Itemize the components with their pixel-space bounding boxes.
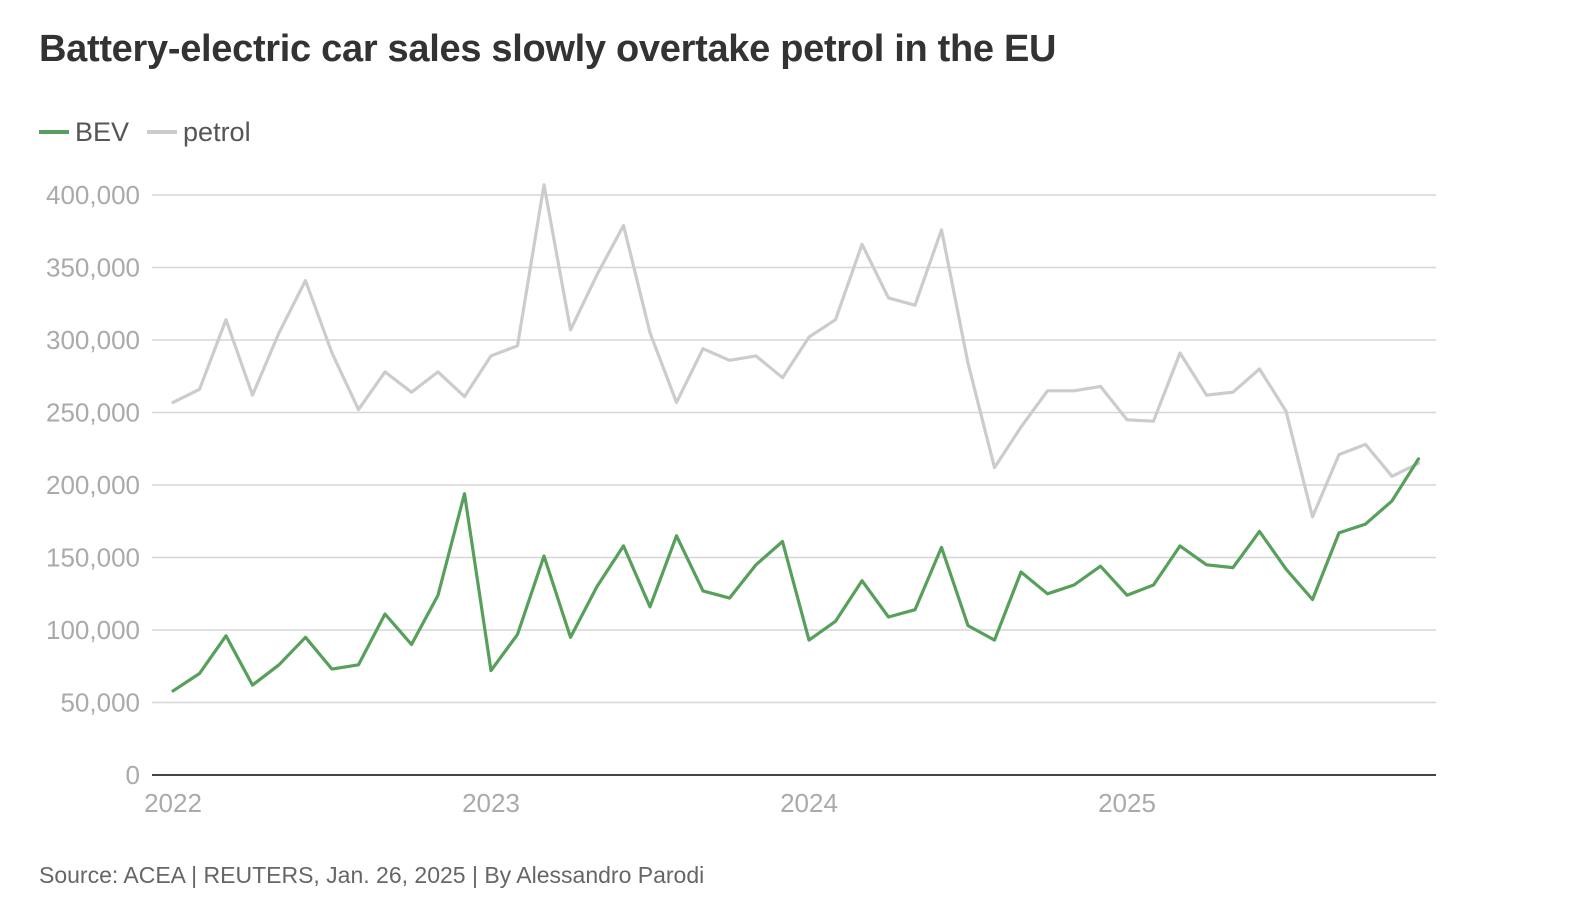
x-axis-ticks: 2022 2023 2024 2025: [144, 788, 1156, 818]
x-tick-label: 2022: [144, 788, 202, 818]
y-tick-label: 250,000: [46, 398, 140, 428]
y-tick-label: 150,000: [46, 543, 140, 573]
legend: BEV petrol: [39, 114, 269, 150]
legend-label-petrol: petrol: [183, 116, 251, 147]
y-tick-label: 350,000: [46, 253, 140, 283]
legend-swatch-bev: [39, 130, 69, 134]
chart-title: Battery-electric car sales slowly overta…: [39, 28, 1057, 70]
legend-swatch-petrol: [147, 130, 178, 134]
y-tick-label: 100,000: [46, 615, 140, 645]
gridlines: [152, 194, 1436, 776]
y-tick-label: 300,000: [46, 325, 140, 355]
legend-label-bev: BEV: [75, 116, 130, 147]
x-tick-label: 2023: [462, 788, 520, 818]
y-tick-label: 200,000: [46, 470, 140, 500]
series-line-petrol: [171, 183, 1421, 519]
y-axis-ticks: 0 50,000 100,000 150,000 200,000 250,000 300,0…: [46, 180, 140, 790]
y-tick-label: 400,000: [46, 180, 140, 210]
y-tick-label: 0: [126, 760, 140, 790]
source-note: Source: ACEA | REUTERS, Jan. 26, 2025 | …: [39, 862, 705, 888]
legend-item-petrol: petrol: [147, 117, 251, 148]
series-lines: [171, 183, 1421, 693]
series-line-bev: [171, 457, 1421, 693]
x-tick-label: 2025: [1098, 788, 1156, 818]
x-tick-label: 2024: [780, 788, 838, 818]
y-tick-label: 50,000: [60, 688, 140, 718]
legend-item-bev: BEV: [39, 117, 129, 148]
